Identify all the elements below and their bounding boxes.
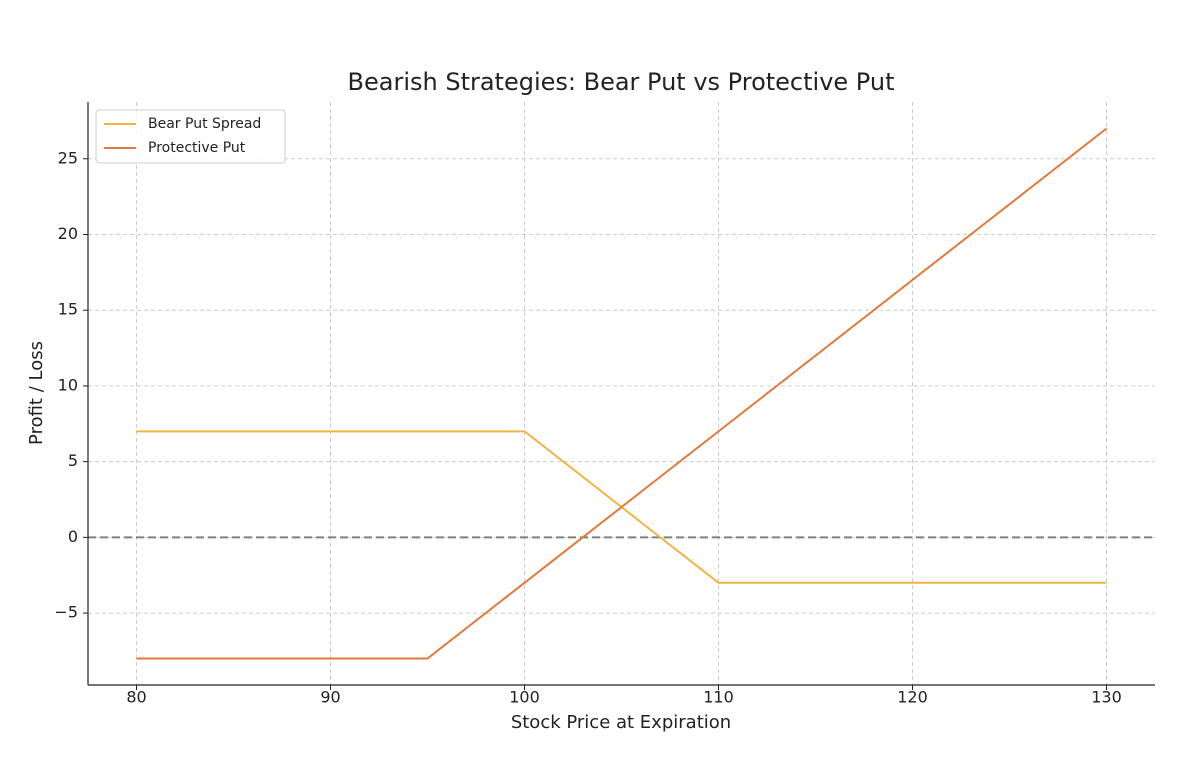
x-tick-label: 80 [126,688,146,707]
x-axis-label: Stock Price at Expiration [511,712,731,733]
y-tick-label: 20 [58,224,78,243]
chart-title: Bearish Strategies: Bear Put vs Protecti… [348,68,895,96]
y-tick-label: 15 [58,300,78,319]
x-tick-label: 130 [1091,688,1122,707]
y-tick-label: 5 [68,451,78,470]
y-tick-label: −5 [54,603,78,622]
y-tick-label: 0 [68,527,78,546]
x-tick-label: 100 [509,688,540,707]
series-line [136,430,1107,584]
x-tick-label: 110 [703,688,734,707]
legend-label: Protective Put [148,140,246,156]
legend-label: Bear Put Spread [148,116,261,132]
y-tick-label: 25 [58,148,78,167]
x-tick-label: 90 [320,688,340,707]
y-axis-label: Profit / Loss [26,341,47,445]
x-tick-label: 120 [897,688,928,707]
y-tick-label: 10 [58,375,78,394]
series-line [136,127,1108,660]
legend-box [95,109,286,164]
